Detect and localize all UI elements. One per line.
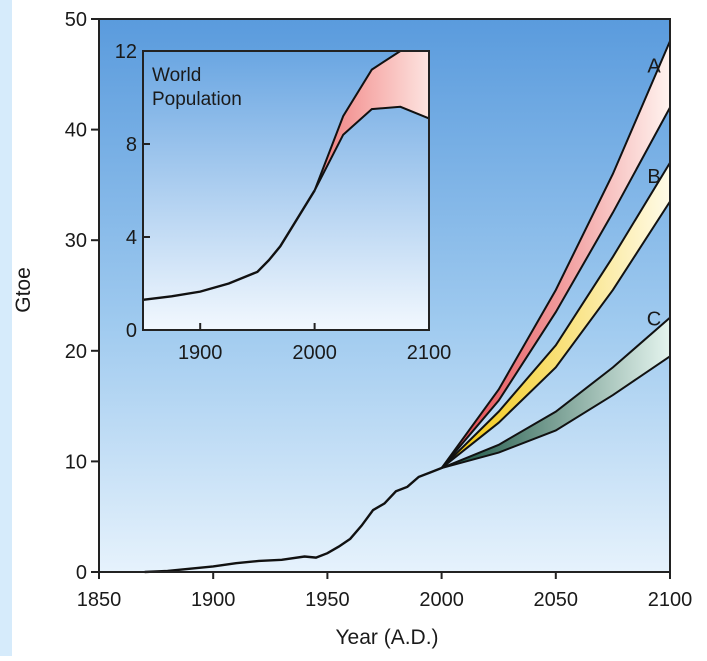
scenario-upper-b xyxy=(440,162,671,469)
inset-y-tick-label: 4 xyxy=(126,227,137,249)
y-tick-label: 10 xyxy=(65,451,87,473)
x-tick-label: 2000 xyxy=(419,589,464,611)
y-tick-label: 0 xyxy=(76,562,87,584)
y-tick-label: 40 xyxy=(65,120,87,142)
inset-x-tick-label: 2000 xyxy=(292,342,337,364)
inset-y-tick-label: 8 xyxy=(126,134,137,156)
inset-frame xyxy=(142,50,430,331)
inset-x-tick-label: 2100 xyxy=(407,342,452,364)
scenario-upper-c xyxy=(441,316,671,469)
x-axis-label: Year (A.D.) xyxy=(335,626,438,649)
population-lower xyxy=(313,105,430,191)
scenario-lower-b xyxy=(440,200,671,469)
x-tick-label: 1900 xyxy=(191,589,236,611)
scenario-label-c: C xyxy=(647,309,661,331)
population-history-line xyxy=(142,189,316,301)
y-tick-label: 20 xyxy=(65,341,87,363)
inset-title: World Population xyxy=(152,65,242,110)
x-tick-label: 1950 xyxy=(305,589,350,611)
left-margin-band xyxy=(0,0,12,656)
x-tick-label: 2050 xyxy=(534,589,579,611)
y-tick-label: 30 xyxy=(65,230,87,252)
scenario-label-b: B xyxy=(647,166,660,188)
population-band xyxy=(314,51,429,191)
scenario-lower-a xyxy=(440,107,671,469)
inset-y-tick-label: 0 xyxy=(126,320,137,342)
y-tick-label: 50 xyxy=(65,9,87,31)
y-axis-label: Gtoe xyxy=(12,267,35,313)
x-tick-label: 2100 xyxy=(648,589,693,611)
scenario-lower-c xyxy=(441,355,671,470)
plot-frame xyxy=(98,18,671,573)
inset-chart: 0 4 8 12 1900 2000 2100 xyxy=(115,41,452,364)
inset-x-tick-label: 1900 xyxy=(178,342,223,364)
inset-y-tick-label: 12 xyxy=(115,41,137,63)
scenario-upper-a xyxy=(440,40,671,469)
history-line xyxy=(144,466,443,574)
scenario-label-a: A xyxy=(647,55,661,77)
x-tick-label: 1850 xyxy=(77,589,122,611)
